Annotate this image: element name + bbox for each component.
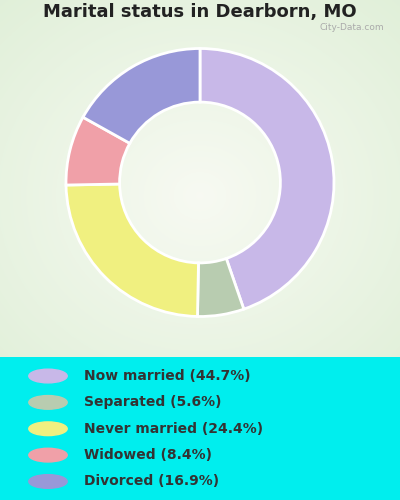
Text: Now married (44.7%): Now married (44.7%) [84, 369, 251, 383]
Wedge shape [83, 48, 200, 144]
Wedge shape [66, 184, 198, 316]
Circle shape [29, 396, 67, 409]
Circle shape [29, 422, 67, 436]
Circle shape [29, 448, 67, 462]
Wedge shape [198, 258, 244, 316]
Text: Separated (5.6%): Separated (5.6%) [84, 396, 222, 409]
Circle shape [29, 474, 67, 488]
Text: Marital status in Dearborn, MO: Marital status in Dearborn, MO [43, 4, 357, 22]
Text: Widowed (8.4%): Widowed (8.4%) [84, 448, 212, 462]
Text: City-Data.com: City-Data.com [319, 22, 384, 32]
Text: Never married (24.4%): Never married (24.4%) [84, 422, 263, 436]
Text: Divorced (16.9%): Divorced (16.9%) [84, 474, 219, 488]
Wedge shape [66, 117, 130, 185]
Wedge shape [200, 48, 334, 309]
Circle shape [29, 369, 67, 383]
